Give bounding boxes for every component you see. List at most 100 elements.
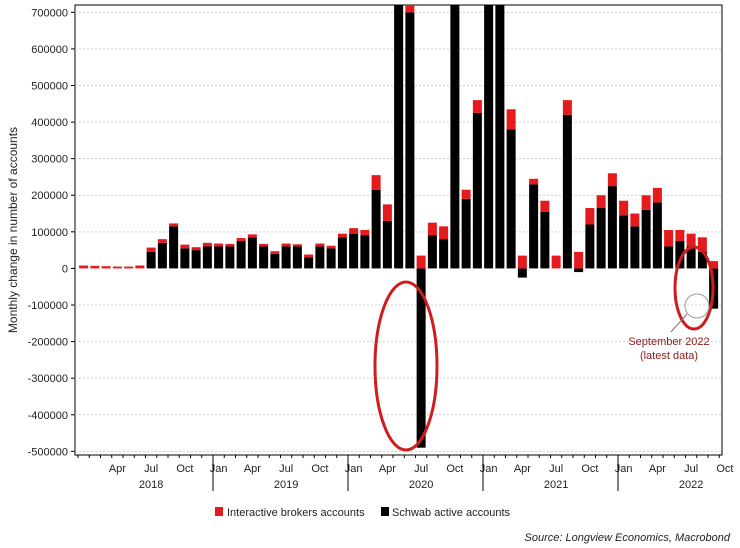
bars	[79, 5, 719, 448]
bar-schwab	[281, 246, 291, 269]
bar-interactive-brokers	[371, 175, 381, 190]
y-tick-label: 0	[62, 263, 68, 275]
bar-interactive-brokers	[439, 226, 449, 240]
bar-interactive-brokers	[574, 251, 584, 269]
y-axis-label: Monthly change in number of accounts	[6, 127, 20, 333]
bar-interactive-brokers	[101, 266, 111, 269]
latest-data-circle	[684, 293, 710, 319]
bar-schwab	[371, 189, 381, 269]
bar-schwab	[169, 226, 179, 269]
bar-schwab	[461, 198, 471, 269]
bar-interactive-brokers	[540, 200, 550, 212]
x-month-label: Apr	[514, 463, 531, 475]
bar-interactive-brokers	[135, 265, 145, 269]
bar-schwab	[191, 250, 201, 269]
bar-schwab	[337, 237, 347, 269]
x-month-label: Apr	[649, 463, 666, 475]
y-tick-label: 100000	[31, 227, 68, 239]
bar-schwab	[562, 114, 572, 269]
bar-interactive-brokers	[596, 195, 606, 209]
bar-schwab	[664, 246, 674, 269]
bar-interactive-brokers	[214, 243, 224, 247]
bar-interactive-brokers	[349, 228, 359, 234]
bar-interactive-brokers	[686, 233, 696, 247]
highlight-ellipse-2022	[673, 245, 715, 331]
y-tick-label: -200000	[28, 337, 68, 349]
y-tick-label: 200000	[31, 190, 68, 202]
bar-interactive-brokers	[157, 239, 167, 243]
bar-interactive-brokers	[630, 213, 640, 227]
bar-schwab	[146, 251, 156, 269]
legend-label-schwab: Schwab active accounts	[392, 507, 511, 519]
bar-interactive-brokers	[247, 234, 257, 238]
source-note: Source: Longview Economics, Macrobond	[525, 532, 731, 544]
bar-interactive-brokers	[529, 178, 539, 185]
bar-interactive-brokers	[405, 5, 415, 13]
x-month-label: Oct	[446, 463, 463, 475]
x-month-label: Jul	[684, 463, 698, 475]
bar-interactive-brokers	[360, 230, 370, 236]
y-tick-label: 700000	[31, 7, 68, 19]
bar-interactive-brokers	[585, 208, 595, 225]
bar-interactive-brokers	[169, 223, 179, 227]
bar-schwab	[405, 12, 415, 269]
bar-interactive-brokers	[180, 244, 190, 249]
x-month-label: Jan	[480, 463, 498, 475]
x-month-label: Jan	[210, 463, 228, 475]
x-month-label: Jan	[615, 463, 633, 475]
bar-schwab	[236, 240, 246, 269]
x-year-label: 2022	[679, 479, 703, 491]
bar-interactive-brokers	[382, 204, 392, 221]
annotation-leader-line	[670, 313, 688, 333]
bar-interactive-brokers	[427, 222, 437, 236]
bar-interactive-brokers	[506, 109, 516, 130]
bar-schwab	[416, 268, 426, 448]
x-month-label: Oct	[581, 463, 598, 475]
bar-interactive-brokers	[191, 247, 201, 251]
bar-interactive-brokers	[292, 244, 302, 247]
bar-schwab	[259, 246, 269, 269]
bar-schwab	[202, 246, 212, 269]
bar-schwab	[506, 129, 516, 269]
y-tick-label: 400000	[31, 117, 68, 129]
bar-schwab	[292, 246, 302, 269]
bar-schwab	[686, 246, 696, 269]
bar-interactive-brokers	[202, 242, 212, 247]
x-month-label: Apr	[109, 463, 126, 475]
bar-schwab	[619, 215, 629, 269]
annotation-line-1: September 2022	[628, 336, 709, 348]
bar-interactive-brokers	[619, 200, 629, 216]
x-year-label: 2018	[139, 479, 163, 491]
legend-label-interactive-brokers: Interactive brokers accounts	[227, 507, 365, 519]
bar-schwab	[697, 251, 707, 269]
bar-interactive-brokers	[675, 230, 685, 241]
bar-schwab	[439, 239, 449, 269]
bar-interactive-brokers	[697, 237, 707, 252]
bar-schwab	[450, 5, 460, 269]
bar-interactive-brokers	[607, 173, 617, 187]
x-month-label: Oct	[716, 463, 733, 475]
bar-interactive-brokers	[641, 195, 651, 210]
x-year-label: 2020	[409, 479, 433, 491]
bar-interactive-brokers	[146, 247, 156, 252]
x-month-label: Oct	[311, 463, 328, 475]
bar-schwab	[472, 112, 482, 269]
bar-schwab	[360, 235, 370, 269]
bar-schwab	[349, 233, 359, 269]
bar-schwab	[225, 246, 235, 269]
x-month-label: Jul	[279, 463, 293, 475]
x-month-label: Apr	[379, 463, 396, 475]
bar-schwab	[652, 202, 662, 269]
bar-interactive-brokers	[709, 261, 719, 269]
bar-schwab	[641, 209, 651, 269]
x-month-label: Jul	[414, 463, 428, 475]
bar-interactive-brokers	[236, 238, 246, 241]
y-tick-label: -300000	[28, 373, 68, 385]
bar-interactive-brokers	[517, 255, 527, 269]
bar-interactive-brokers	[281, 243, 291, 247]
y-tick-label: -500000	[28, 446, 68, 458]
bar-schwab	[630, 226, 640, 269]
bar-schwab	[214, 246, 224, 269]
bar-interactive-brokers	[326, 245, 336, 249]
bar-schwab	[574, 268, 584, 273]
